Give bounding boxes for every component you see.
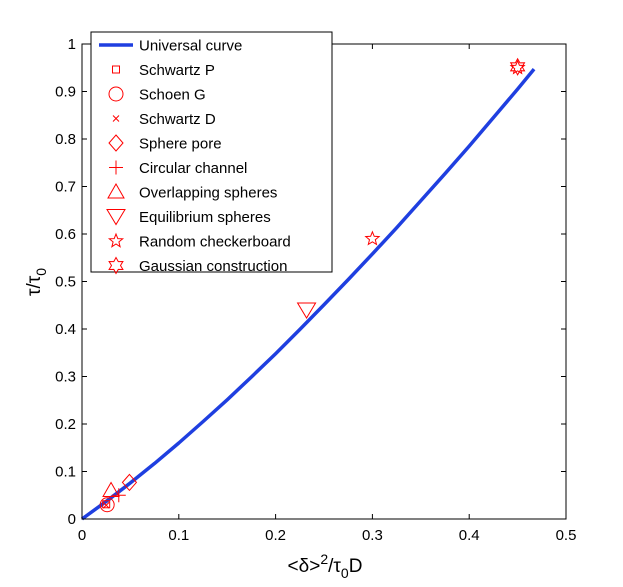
universal-curve-line (80, 68, 536, 521)
legend-swatch-circular-channel (109, 160, 123, 175)
x-tick-label: 0.5 (556, 527, 577, 544)
axis-labels: <δ>2/τ0D τ/τ0 (24, 268, 362, 581)
legend-label-universal-curve: Universal curve (139, 38, 242, 55)
legend-label-circular-channel: Circular channel (139, 160, 247, 177)
legend-label-overlapping-spheres: Overlapping spheres (139, 185, 277, 202)
y-tick-label: 0.6 (55, 226, 76, 243)
gaussian-construction-point (509, 57, 526, 76)
y-tick-label: 0.4 (55, 321, 76, 338)
sphere-pore-point (121, 473, 138, 492)
x-tick-label: 0.3 (362, 527, 383, 544)
schoen-g-point (99, 497, 115, 513)
y-tick-label: 0.1 (55, 464, 76, 481)
x-tick-label: 0.1 (168, 527, 189, 544)
legend-label-random-checkerboard: Random checkerboard (139, 234, 291, 251)
overlapping-spheres-point (102, 481, 120, 497)
schwartz-p-point (102, 500, 111, 509)
legend-swatch-gaussian-construction (108, 256, 124, 275)
y-tick-label: 0 (68, 511, 76, 528)
y-tick-label: 0.5 (55, 274, 76, 291)
x-axis-label: <δ>2/τ0D (288, 551, 363, 581)
y-tick-label: 0.7 (55, 179, 76, 196)
y-tick-label: 0.9 (55, 84, 76, 101)
legend-swatch-schwartz-d (112, 115, 120, 122)
legend-label-equilibrium-spheres: Equilibrium spheres (139, 209, 271, 226)
x-tick-label: 0 (78, 527, 86, 544)
legend-label-sphere-pore: Sphere pore (139, 136, 222, 153)
y-tick-label: 0.2 (55, 416, 76, 433)
legend-label-schwartz-p: Schwartz P (139, 62, 215, 79)
legend-swatch-schoen-g (108, 86, 124, 102)
random-checkerboard-point (364, 230, 381, 246)
legend: Universal curve Schwartz P Schoen G Schwart… (90, 31, 333, 275)
legend-label-schoen-g: Schoen G (139, 87, 206, 104)
legend-swatch-sphere-pore (108, 134, 124, 152)
legend-swatch-overlapping-spheres (107, 182, 125, 199)
y-tick-label: 0.3 (55, 369, 76, 386)
legend-swatch-schwartz-p (112, 65, 120, 74)
equilibrium-spheres-point (296, 302, 317, 319)
legend-label-gaussian-construction: Gaussian construction (139, 258, 287, 275)
legend-box (90, 31, 333, 273)
legend-swatch-equilibrium-spheres (106, 209, 126, 226)
y-tick-label: 1 (68, 36, 76, 53)
legend-swatch-random-checkerboard (107, 232, 125, 248)
legend-label-schwartz-d: Schwartz D (139, 111, 216, 128)
x-tick-label: 0.4 (459, 527, 480, 544)
x-tick-label: 0.2 (265, 527, 286, 544)
y-tick-label: 0.8 (55, 131, 76, 148)
y-axis-label: τ/τ0 (24, 268, 49, 296)
schwartz-d-point (102, 501, 110, 509)
axes: 0 0.1 0.2 0.3 0.4 0.5 0 0.1 0.2 0.3 0.4 0.5 0.6 0.7 0.… (55, 36, 576, 544)
chart-marks (80, 57, 536, 521)
